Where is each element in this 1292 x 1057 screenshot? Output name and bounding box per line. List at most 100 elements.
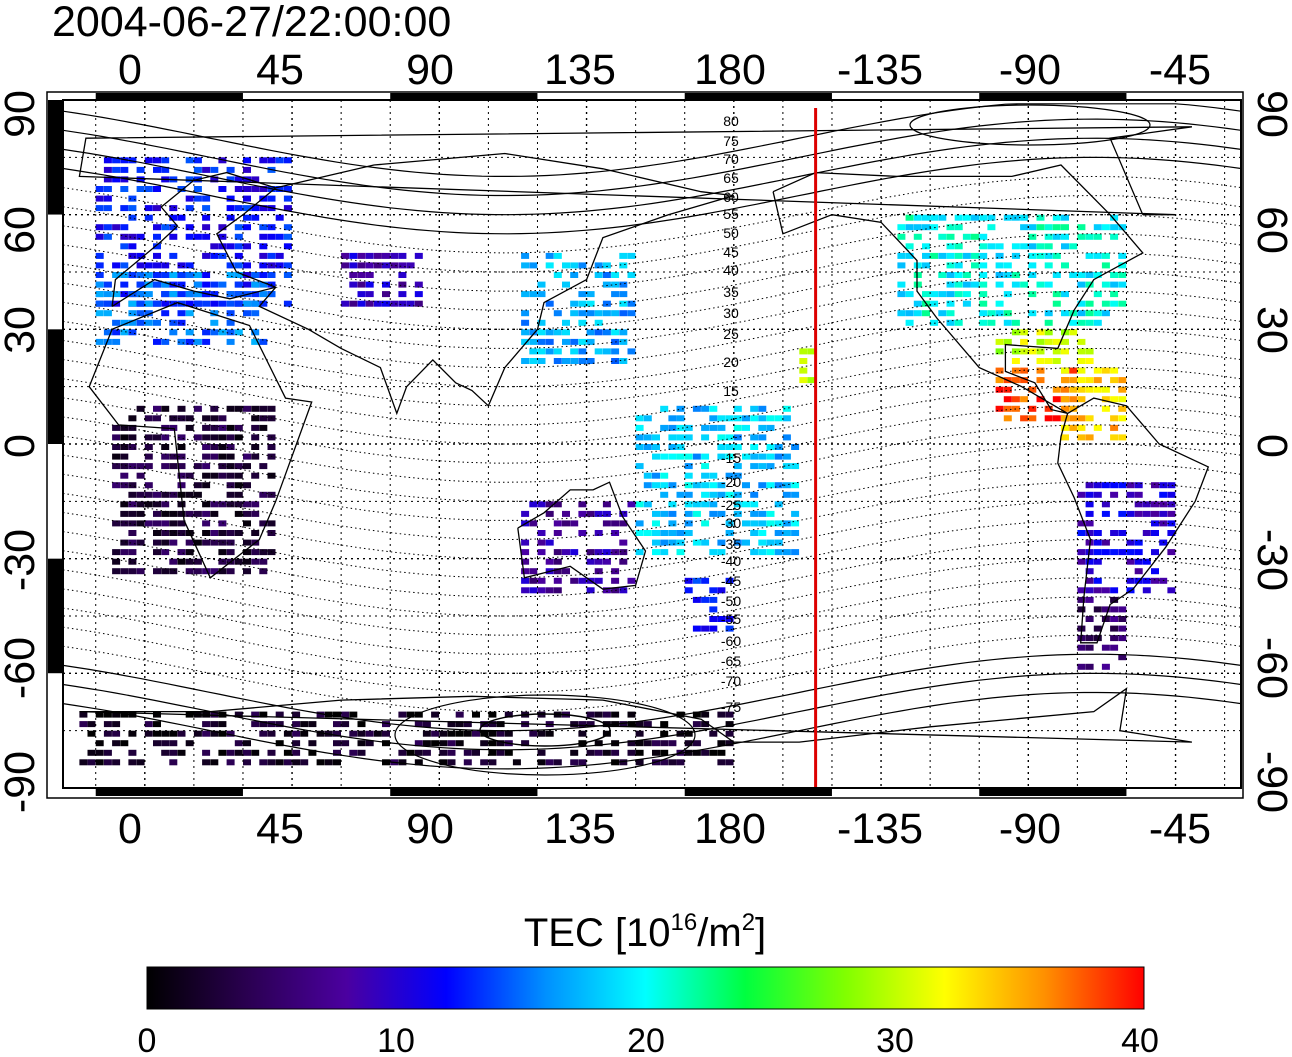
tec-cell [185,472,194,479]
tec-cell [562,510,570,517]
tec-cell [1142,587,1151,594]
tec-cell [913,224,922,231]
tec-cell [210,300,219,307]
tec-cell [668,453,677,460]
tec-cell [676,415,685,422]
tec-cell [594,272,603,278]
tec-cell [488,721,497,728]
tec-cell [791,482,800,489]
tec-region-new-zealand [684,577,734,632]
tec-cell [742,539,750,546]
tec-cell [529,262,538,269]
tec-cell [243,501,251,508]
tec-cell [226,749,235,756]
mag-lat-contour [63,118,1241,197]
tec-cell [619,300,628,307]
tec-cell [504,711,513,718]
tec-cell [243,243,251,250]
tec-cell [766,463,775,470]
tec-cell [300,759,309,766]
tec-cell [112,176,121,183]
tec-cell [480,730,489,737]
tec-cell [112,338,121,345]
tec-cell [169,530,178,536]
tec-cell [349,711,358,718]
tec-cell [455,740,464,747]
tec-cell [169,424,178,431]
tec-cell [619,252,628,259]
tec-cell [684,472,693,479]
tec-cell [1020,396,1029,403]
tec-cell [488,730,497,737]
tec-cell [365,281,374,288]
mag-lat-contour [63,348,1241,426]
tec-cell [1118,262,1127,269]
tec-cell [161,157,170,164]
tec-cell [652,740,660,747]
tec-cell [562,319,570,326]
tec-cell [382,252,390,259]
tec-cell [128,482,137,489]
tec-cell [193,568,202,575]
tec-cell [594,510,603,517]
tec-cell [537,539,546,546]
tec-cell [725,434,734,441]
tec-cell [1110,272,1119,278]
tec-cell [529,501,538,508]
tec-cell [545,730,554,737]
mag-lat-contour [63,596,1241,674]
tec-cell [766,520,775,527]
tec-cell [136,281,145,288]
tec-cell [570,721,579,728]
tec-cell [202,510,211,517]
tec-cell [161,730,170,737]
tec-cell [112,711,121,718]
tec-cell [701,405,710,412]
tec-cell [946,291,955,298]
tec-cell [112,329,121,336]
tec-cell [153,272,161,278]
tec-cell [635,740,644,747]
tec-cell [431,740,440,747]
tec-cell [545,338,554,345]
tec-cell [1093,625,1102,632]
tec-cell [553,530,562,536]
tec-cell [1052,348,1061,355]
tec-cell [709,424,718,431]
tec-cell [545,348,554,355]
tec-cell [185,415,194,422]
tec-cell [439,749,448,756]
tec-cell [103,300,112,307]
tec-cell [553,520,562,527]
tec-cell [684,453,693,460]
tec-cell [259,463,268,470]
tec-cell [177,510,186,517]
tec-cell [455,730,464,737]
tec-cell [602,520,611,527]
mag-lat-contour [63,328,1241,407]
tec-cell [578,291,587,298]
tec-cell [643,501,652,508]
tec-cell [570,310,579,317]
mag-lat-contour [63,653,1241,732]
tec-cell [611,549,620,556]
tec-cell [234,749,243,756]
tec-region-caribbean [1061,367,1127,441]
tec-cell [611,281,620,288]
tec-cell [202,300,211,307]
tec-cell [267,233,276,240]
tec-cell [382,281,390,288]
tec-cell [725,415,734,422]
tec-cell [660,510,669,517]
tec-cell [349,262,358,269]
tec-cell [1011,396,1020,403]
tec-cell [283,233,292,240]
tec-cell [251,214,260,221]
tec-cell [1093,272,1102,278]
tec-cell [995,300,1004,307]
tec-cell [251,501,260,508]
tec-cell [193,491,202,498]
tec-cell [938,272,947,278]
tec-cell [153,721,161,728]
tec-cell [1093,424,1102,431]
